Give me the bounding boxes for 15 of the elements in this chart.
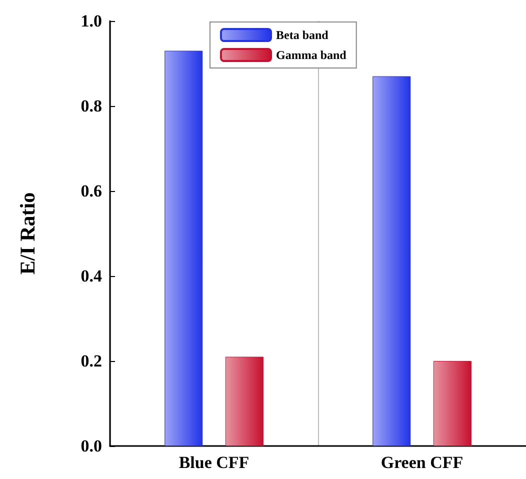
x-tick-label: Green CFF [380, 453, 464, 472]
bar [225, 356, 264, 446]
bar [164, 50, 203, 446]
y-tick-label: 0.6 [80, 182, 102, 200]
legend-label: Gamma band [276, 48, 347, 62]
x-tick-label: Blue CFF [178, 453, 250, 472]
y-axis-title: E/I Ratio [16, 192, 40, 275]
bar [372, 76, 411, 446]
y-tick-label: 0.8 [80, 96, 102, 116]
y-tick-label: 0.0 [80, 436, 102, 456]
bar [433, 361, 472, 446]
y-tick-label: 0.2 [80, 352, 102, 370]
legend-label: Beta band [276, 28, 329, 42]
y-tick-label: 0.4 [80, 266, 102, 286]
y-tick-label: 1.0 [80, 12, 102, 30]
